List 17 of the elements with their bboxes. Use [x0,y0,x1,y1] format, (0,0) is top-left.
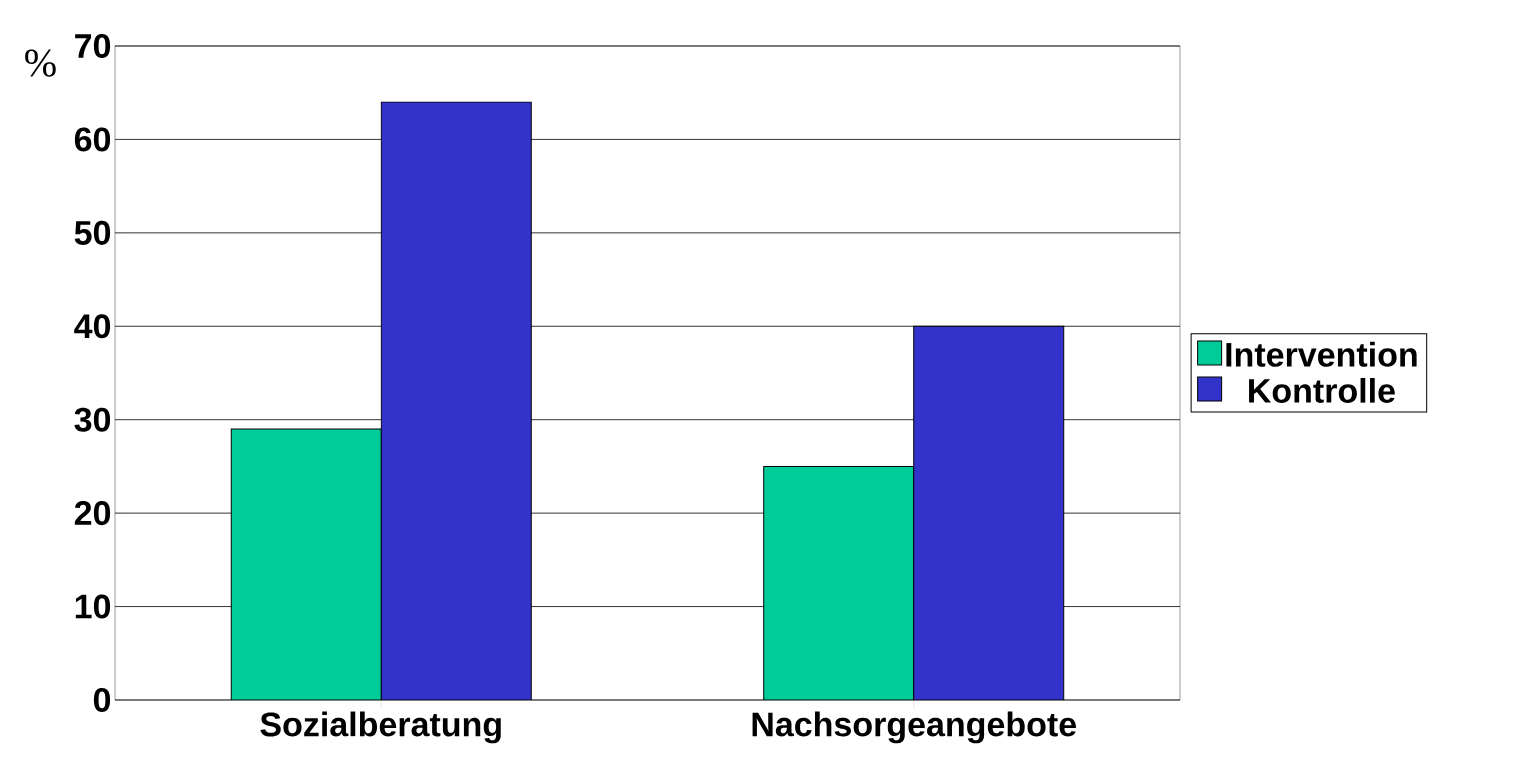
y-tick-label: 30 [74,407,111,432]
y-tick-label: 0 [93,687,111,713]
legend-label: Intervention [1226,341,1417,367]
y-tick-label: 20 [74,501,111,526]
x-tick-label: Nachsorgeangebote [752,711,1076,744]
y-tick-label: 40 [74,314,111,339]
y-tick-label: 50 [74,220,111,245]
y-axis-title: % [25,49,56,77]
bar [380,101,532,700]
x-tick-label: Sozialberatung [260,711,501,744]
y-tick-label: 60 [74,127,111,152]
y-tick-label: 10 [75,594,111,619]
bar [913,325,1065,700]
legend-label: Kontrolle [1249,377,1395,403]
bar [763,465,915,700]
bar [230,428,382,700]
y-tick-label: 70 [75,33,111,59]
